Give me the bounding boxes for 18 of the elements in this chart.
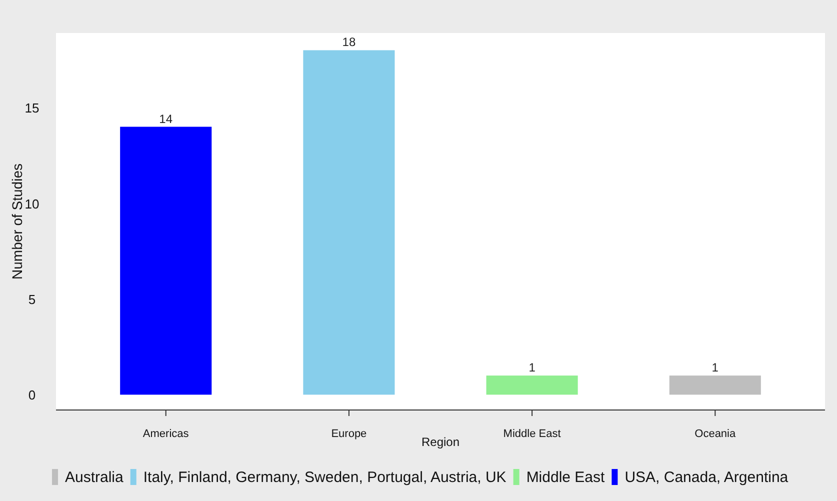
legend-label: USA, Canada, Argentina [624, 469, 789, 486]
legend-label: Australia [65, 469, 124, 486]
data-label: 1 [528, 360, 536, 375]
x-tick-label: Americas [142, 428, 190, 440]
x-tick-label: Oceania [694, 428, 737, 440]
y-tick-label: 15 [24, 100, 40, 116]
x-tick-label: Middle East [503, 428, 561, 440]
data-label: 14 [159, 112, 173, 126]
x-tick-label: Europe [331, 428, 367, 440]
data-label: 18 [342, 35, 356, 50]
y-tick-label: 0 [28, 388, 36, 403]
x-axis-title: Region [421, 435, 460, 449]
legend-label: Italy, Finland, Germany, Sweden, Portugal, Austria, UK [143, 469, 506, 486]
y-axis-title: Number of Studies [9, 164, 25, 280]
data-label: 1 [712, 360, 719, 375]
y-tick-label: 10 [24, 196, 40, 212]
y-tick-label: 5 [28, 292, 36, 308]
legend-label: Middle East [526, 469, 606, 486]
